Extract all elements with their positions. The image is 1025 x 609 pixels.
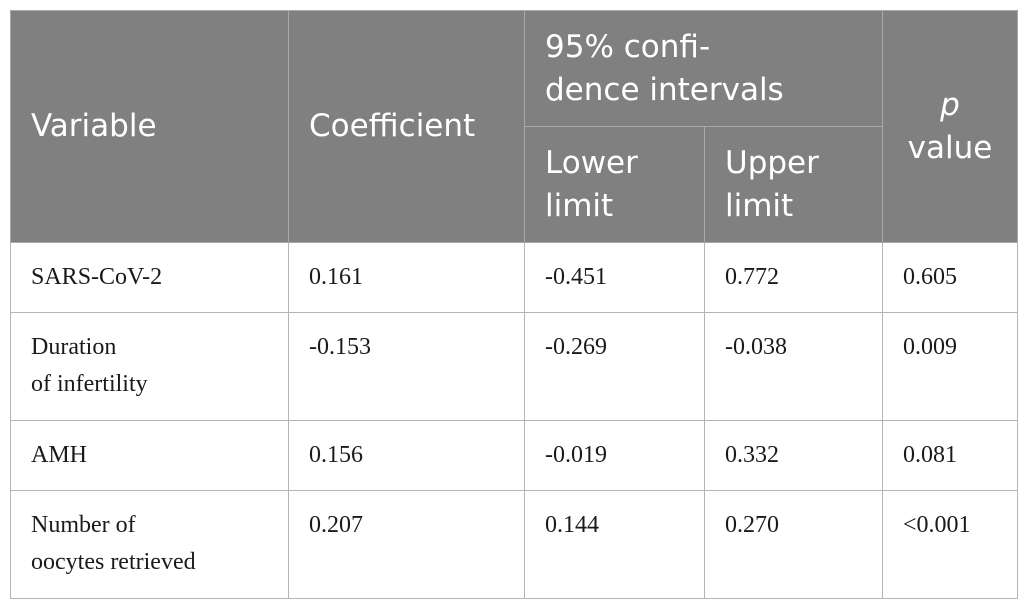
- table-header: Variable Coefficient 95% confi-dence int…: [10, 10, 1018, 243]
- header-variable: Variable: [10, 10, 289, 243]
- cell-p-value: 0.605: [882, 242, 1018, 313]
- header-row-1: Variable Coefficient 95% confi-dence int…: [10, 10, 1018, 243]
- cell-upper-limit: 0.332: [704, 420, 883, 491]
- cell-variable: Duration of infertility: [10, 312, 289, 421]
- header-coefficient: Coefficient: [288, 10, 525, 243]
- table-body: SARS-CoV-2 0.161 -0.451 0.772 0.605 Dura…: [10, 242, 1018, 599]
- header-confidence-intervals: 95% confi-dence intervals: [524, 10, 883, 127]
- header-upper-limit: Upper limit: [704, 126, 883, 243]
- cell-coefficient: 0.161: [288, 242, 525, 313]
- cell-upper-limit: 0.270: [704, 490, 883, 599]
- cell-variable: SARS-CoV-2: [10, 242, 289, 313]
- header-row-2: Lower limit Upper limit: [11, 126, 1018, 243]
- cell-variable: Number of oocytes retrieved: [10, 490, 289, 599]
- header-lower-limit: Lower limit: [524, 126, 705, 243]
- cell-coefficient: -0.153: [288, 312, 525, 421]
- table-row: Duration of infertility -0.153 -0.269 -0.…: [10, 312, 1018, 421]
- cell-p-value: 0.009: [882, 312, 1018, 421]
- cell-p-value: <0.001: [882, 490, 1018, 599]
- cell-upper-limit: 0.772: [704, 242, 883, 313]
- cell-lower-limit: 0.144: [524, 490, 705, 599]
- header-p-value: p value: [882, 10, 1018, 243]
- cell-variable: AMH: [10, 420, 289, 491]
- cell-coefficient: 0.156: [288, 420, 525, 491]
- cell-p-value: 0.081: [882, 420, 1018, 491]
- cell-coefficient: 0.207: [288, 490, 525, 599]
- cell-lower-limit: -0.451: [524, 242, 705, 313]
- table-row: SARS-CoV-2 0.161 -0.451 0.772 0.605: [10, 242, 1018, 313]
- cell-upper-limit: -0.038: [704, 312, 883, 421]
- cell-lower-limit: -0.269: [524, 312, 705, 421]
- table-row: Number of oocytes retrieved 0.207 0.144 0…: [10, 490, 1018, 599]
- table-row: AMH 0.156 -0.019 0.332 0.081: [10, 420, 1018, 491]
- cell-lower-limit: -0.019: [524, 420, 705, 491]
- regression-results-table: Variable Coefficient 95% confi-dence int…: [10, 10, 1018, 599]
